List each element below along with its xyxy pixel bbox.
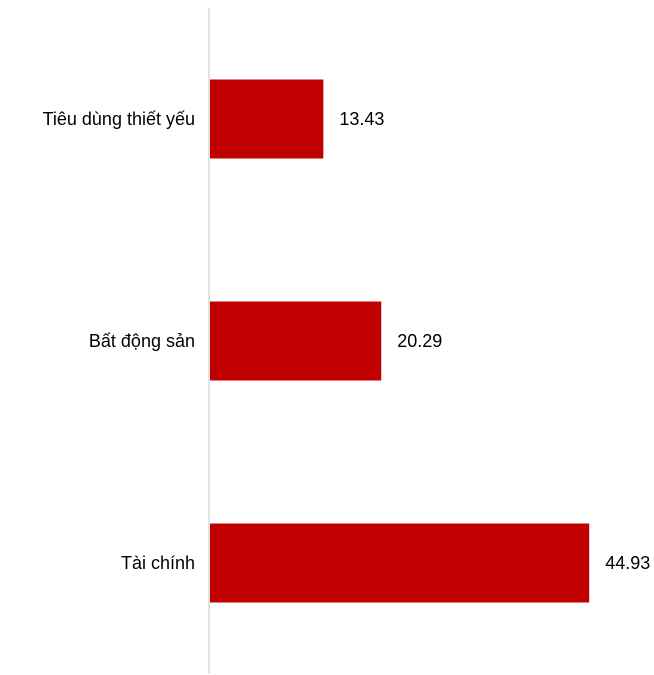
- data-label-tai-chinh: 44.93: [605, 553, 650, 573]
- category-label-bat-dong-san: Bất động sản: [89, 331, 195, 351]
- data-label-bat-dong-san: 20.29: [397, 331, 442, 351]
- bar-tieu-dung-thiet-yeu: [210, 79, 324, 159]
- category-label-tai-chinh: Tài chính: [121, 553, 195, 573]
- bar-bat-dong-san: [210, 301, 382, 381]
- data-label-tieu-dung-thiet-yeu: 13.43: [339, 109, 384, 129]
- chart-marks: Tiêu dùng thiết yếu 13.43 Bất động sản 20.2…: [43, 79, 650, 603]
- bar-tai-chinh: [210, 523, 590, 603]
- category-label-tieu-dung-thiet-yeu: Tiêu dùng thiết yếu: [43, 109, 195, 129]
